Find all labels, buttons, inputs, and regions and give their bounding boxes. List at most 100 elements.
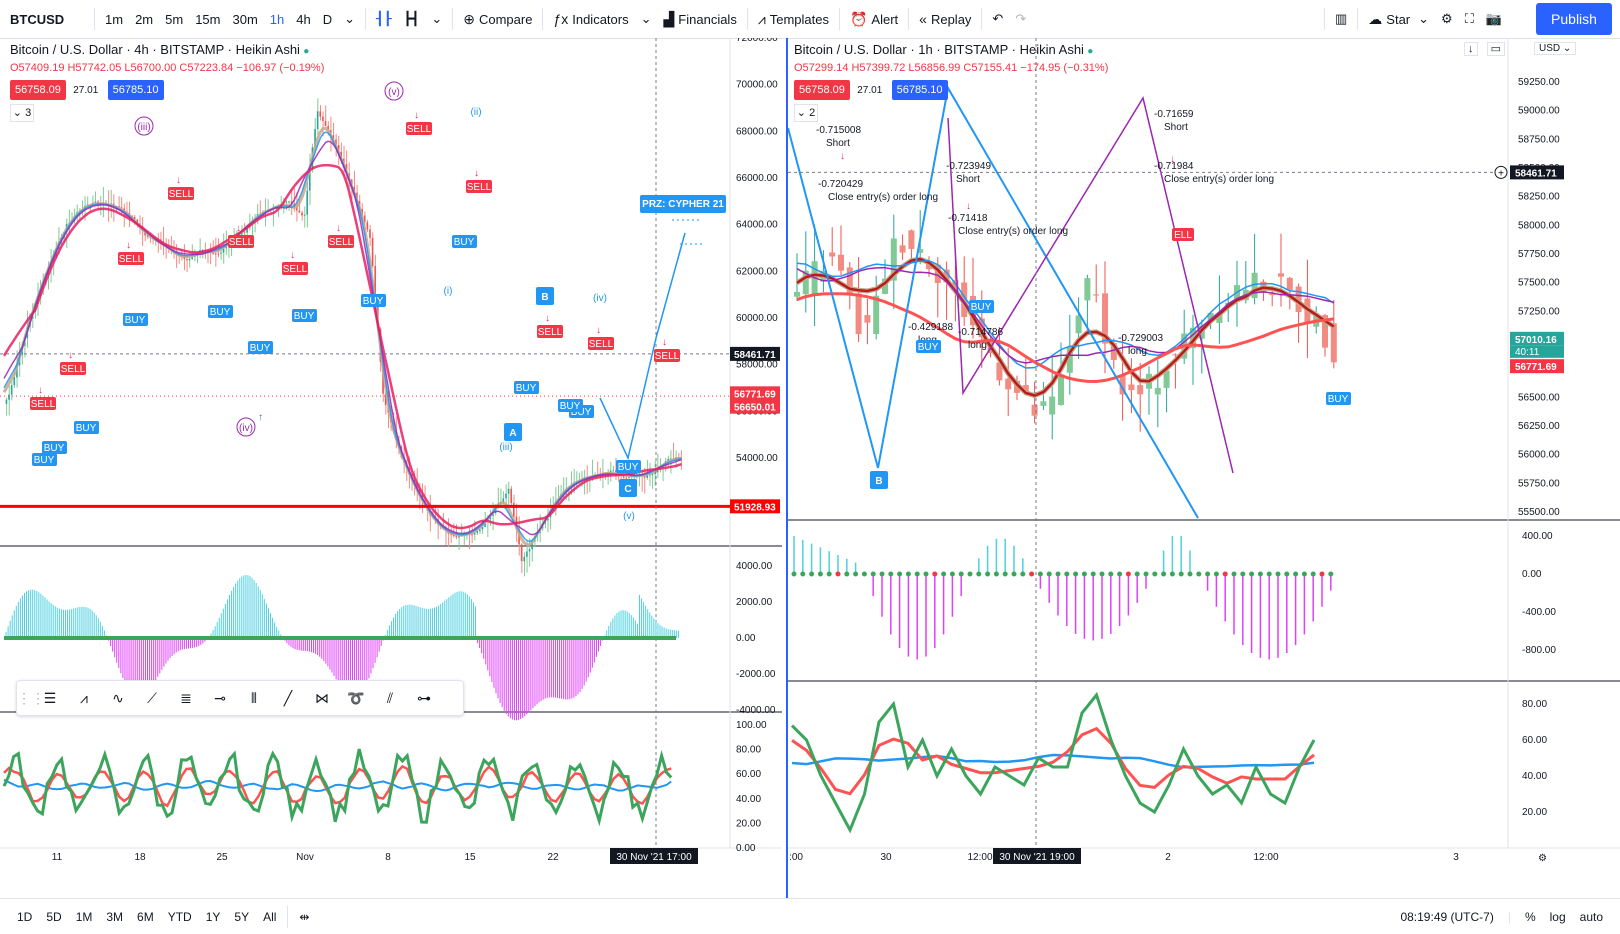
settings-button[interactable]: ⚙ xyxy=(1435,0,1459,38)
spiral-icon[interactable]: ➰ xyxy=(347,689,365,706)
maximize-icon[interactable]: ▭ xyxy=(1486,42,1505,56)
horizontal-ray-icon[interactable]: ⊸ xyxy=(214,689,226,706)
layout-icon: ▥ xyxy=(1335,11,1348,26)
interval-2m[interactable]: 2m xyxy=(135,11,154,27)
left-bid-box[interactable]: 56758.09 xyxy=(10,80,66,100)
arrow-down-icon[interactable]: ↓ xyxy=(1464,42,1478,56)
date-range-icon[interactable]: ⊶ xyxy=(417,689,431,706)
time-tick-label: 11 xyxy=(52,852,63,863)
range-all[interactable]: All xyxy=(263,910,277,924)
candle-body xyxy=(222,248,225,253)
right-ask-box[interactable]: 56785.10 xyxy=(891,80,948,100)
buy-label: BUY xyxy=(76,423,97,434)
fib-retracement-icon[interactable]: ≣ xyxy=(180,689,192,706)
interval-5m[interactable]: 5m xyxy=(165,11,184,27)
clock-label[interactable]: 08:19:49 (UTC-7) xyxy=(1400,910,1494,924)
divider xyxy=(838,8,840,30)
right-chart-title[interactable]: Bitcoin / U.S. Dollar · 1h · BITSTAMP · … xyxy=(794,42,1084,57)
templates-button[interactable]: ⩘ Templates xyxy=(752,0,835,38)
right-bid-box[interactable]: 56758.09 xyxy=(794,80,850,100)
horizontal-lines-icon[interactable]: ☰ xyxy=(43,689,57,706)
interval-1h[interactable]: 1h xyxy=(269,11,285,27)
sell-label: SELL xyxy=(538,327,563,338)
indicators-button[interactable]: ƒx Indicators xyxy=(547,0,634,38)
trend-line-icon[interactable]: ⟋ xyxy=(147,689,157,706)
fullscreen-button[interactable]: ⛶ xyxy=(1459,0,1480,38)
right-collapse-button[interactable]: ⌄ 2 xyxy=(794,104,818,122)
percent-toggle[interactable]: % xyxy=(1524,910,1536,924)
top-toolbar: BTCUSD 1m 2m 5m 15m 30m 1h 4h D ⌄ ┨┠ ┣┫ … xyxy=(0,0,1620,39)
publish-button[interactable]: Publish xyxy=(1536,3,1612,35)
elliott-wave-icon[interactable]: ∿ xyxy=(112,689,124,706)
sell-label: SELL xyxy=(655,351,680,362)
pattern-label: C xyxy=(624,484,631,495)
candle-body xyxy=(531,541,533,550)
left-chart-pane[interactable]: Bitcoin / U.S. Dollar · 4h · BITSTAMP · … xyxy=(0,38,782,898)
alert-button[interactable]: ⏰ Alert xyxy=(844,0,904,38)
log-toggle[interactable]: log xyxy=(1549,910,1566,924)
candle-body xyxy=(327,126,329,131)
layout-button[interactable]: ▥ xyxy=(1329,0,1353,38)
buy-label: BUY xyxy=(918,342,939,353)
vertical-lines-icon[interactable]: ⦀ xyxy=(250,689,258,706)
price-tick-label: 62000.00 xyxy=(736,266,778,277)
undo-button[interactable]: ↶ xyxy=(986,0,1009,38)
replay-button[interactable]: «Replay xyxy=(913,0,977,38)
redo-button[interactable]: ↷ xyxy=(1009,0,1032,38)
time-cursor-label: 30 Nov '21 17:00 xyxy=(616,852,692,863)
range-ytd[interactable]: YTD xyxy=(167,910,192,924)
candle-style-icon[interactable]: ┣┫ xyxy=(403,11,420,26)
last-price-label: 57010.16 xyxy=(1515,335,1557,346)
snapshot-button[interactable]: 📷 xyxy=(1480,0,1508,38)
parallel-channel-icon[interactable]: ⫽ xyxy=(386,689,394,706)
bar-style-icon[interactable]: ┨┠ xyxy=(376,11,392,26)
interval-30m[interactable]: 30m xyxy=(232,11,258,27)
star-button[interactable]: ☁ Star ⌄ xyxy=(1362,0,1435,38)
right-chart-canvas[interactable]: 59250.0059000.0058750.0058500.0058250.00… xyxy=(788,38,1620,898)
range-1y[interactable]: 1Y xyxy=(205,910,221,924)
currency-selector[interactable]: USD ⌄ xyxy=(1534,42,1577,55)
range-6m[interactable]: 6M xyxy=(137,910,154,924)
time-tick-label: 15 xyxy=(464,852,476,863)
annotation-value: -0.715008 xyxy=(816,125,861,136)
wave-label: (iv) xyxy=(593,293,607,304)
drag-handle-icon[interactable]: ⋮⋮ xyxy=(17,689,45,706)
range-5d[interactable]: 5D xyxy=(46,910,62,924)
ray-icon[interactable]: ╱ xyxy=(283,689,293,706)
left-ask-box[interactable]: 56785.10 xyxy=(107,80,164,100)
left-collapse-button[interactable]: ⌄ 3 xyxy=(10,104,34,122)
range-1d[interactable]: 1D xyxy=(17,910,33,924)
right-chart-pane[interactable]: Bitcoin / U.S. Dollar · 1h · BITSTAMP · … xyxy=(786,38,1620,898)
candle-body xyxy=(505,493,507,499)
interval-D[interactable]: D xyxy=(322,11,333,27)
candle-body xyxy=(335,139,337,146)
range-3m[interactable]: 3M xyxy=(106,910,124,924)
osc-zero-dot xyxy=(1240,571,1246,577)
auto-toggle[interactable]: auto xyxy=(1579,910,1603,924)
rsi-tick-label: 0.00 xyxy=(736,843,756,854)
chevron-down-icon[interactable]: ⌄ xyxy=(640,11,652,26)
range-1m[interactable]: 1M xyxy=(75,910,93,924)
range-5y[interactable]: 5Y xyxy=(234,910,250,924)
candle-body xyxy=(10,385,13,395)
xabcd-pattern-icon[interactable]: ⋈ xyxy=(315,689,329,706)
candle-body xyxy=(481,527,484,530)
financials-button[interactable]: ▟ Financials xyxy=(658,0,743,38)
buy-label: BUY xyxy=(125,315,146,326)
left-chart-title[interactable]: Bitcoin / U.S. Dollar · 4h · BITSTAMP · … xyxy=(10,42,300,57)
camera-icon: 📷 xyxy=(1485,11,1502,26)
osc-zero-dot xyxy=(1020,571,1026,577)
chevron-down-icon[interactable]: ⌄ xyxy=(344,11,356,26)
candle-body xyxy=(212,252,214,254)
interval-15m[interactable]: 15m xyxy=(195,11,221,27)
interval-1m[interactable]: 1m xyxy=(105,11,124,27)
chevron-down-icon[interactable]: ⌄ xyxy=(431,11,443,26)
interval-4h[interactable]: 4h xyxy=(296,11,311,27)
compare-button[interactable]: ⊕ Compare xyxy=(457,0,538,38)
rsi-blue-line xyxy=(791,753,1315,769)
symbol-search[interactable]: BTCUSD xyxy=(10,11,65,27)
goto-date-button[interactable]: ⇹ xyxy=(292,910,316,924)
left-chart-canvas[interactable]: 72000.00 70000.00 68000.00 66000.00 64000.00… xyxy=(0,38,782,898)
abcd-pattern-icon[interactable]: ⩘ xyxy=(80,689,88,706)
rsi-tick-label: 80.00 xyxy=(736,745,761,756)
